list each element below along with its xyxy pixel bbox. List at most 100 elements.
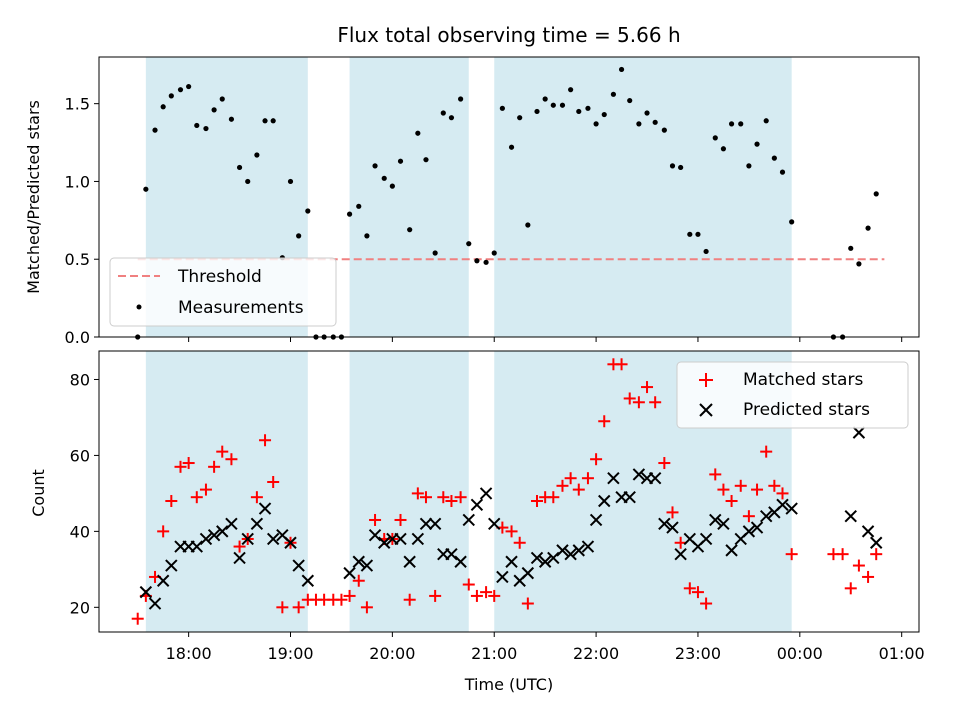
matched-star-point [615,358,628,371]
top-panel: Flux total observing time = 5.66 h Match… [24,23,920,347]
measurement-point [618,66,625,73]
predicted-star-point [403,555,416,568]
matched-star-point [598,415,611,428]
matched-star-point [225,453,238,466]
measurement-point [160,104,166,110]
x-tick-label: 00:00 [777,644,823,663]
matched-star-point [199,483,212,496]
predicted-star-point [241,532,254,546]
measurement-point [262,118,268,124]
measurement-point [186,83,192,90]
matched-star-point [165,494,178,507]
measurement-point [270,118,276,124]
predicted-star-point [156,574,170,587]
measurement-point [771,155,777,161]
predicted-star-point [139,585,153,599]
measurement-point [415,130,421,136]
matched-star-point [691,586,704,599]
measurement-point [593,121,599,127]
predicted-star-point [454,555,467,568]
predicted-star-point [233,551,246,565]
top-y-axis-label: Matched/Predicted stars [24,100,43,294]
legend-measurements-label: Measurements [178,298,304,318]
measurement-point [687,231,693,237]
measurement-point [432,250,438,256]
predicted-star-point [776,498,789,511]
matched-star-point [581,472,594,485]
y-tick-label: 40 [70,522,90,541]
matched-star-point [547,491,560,504]
legend-matched-label: Matched stars [743,370,863,390]
measurement-point [287,178,294,185]
predicted-star-point [709,513,722,527]
matched-star-point [157,525,170,538]
matched-star-point [480,586,493,599]
predicted-star-point [258,502,272,515]
measurement-point [236,164,243,171]
measurement-point [568,87,574,93]
matched-star-point [454,491,467,504]
predicted-star-point [207,528,221,542]
measurement-point [703,248,709,255]
measurement-point [534,108,540,115]
matched-star-point [564,472,577,485]
predicted-star-point [488,517,501,530]
predicted-star-point [199,532,213,546]
matched-star-point [131,612,144,625]
predicted-star-point [852,426,866,439]
measurement-point [499,105,505,111]
measurement-point [720,146,727,152]
measurement-point [789,219,795,225]
matched-star-point [572,483,585,496]
matched-star-point [216,445,229,458]
predicted-star-point [428,517,442,530]
matched-star-point [717,483,730,496]
top-plot-frame [98,56,920,338]
matched-star-point [335,593,348,606]
measurement-point [525,222,531,228]
matched-star-point [343,589,356,602]
measurement-point [695,231,701,237]
measurement-point [466,241,472,247]
predicted-star-point [378,536,391,549]
predicted-star-point [750,521,764,534]
measurement-point [458,96,464,102]
measurement-point [346,211,353,217]
matched-star-point [267,476,280,489]
y-tick-label: 20 [70,598,90,617]
predicted-star-point [505,555,518,568]
measurement-point [652,119,658,125]
matched-star-point [462,578,475,591]
predicted-star-point [759,509,773,523]
measurement-point [228,116,235,122]
matched-star-point [276,601,289,614]
y-tick-label: 1.5 [65,95,90,114]
matched-star-point [768,479,781,492]
predicted-star-point [445,547,458,561]
predicted-star-point [470,498,484,511]
measurement-point [636,121,642,127]
predicted-star-point [648,472,662,485]
matched-star-point [683,582,696,595]
predicted-star-point [190,540,203,553]
predicted-star-point [394,532,407,546]
x-tick-label: 20:00 [369,644,415,663]
measurement-point [364,233,370,239]
y-tick-label: 60 [70,446,90,465]
measurement-point [211,107,217,113]
matched-star-point [419,491,432,504]
x-tick-label: 18:00 [166,644,212,663]
matched-star-point [190,491,203,504]
measurement-point [474,258,480,264]
measurement-point [728,121,735,127]
predicted-star-point [250,517,264,530]
matched-star-point [445,494,458,507]
predicted-star-point [623,490,636,504]
measurement-point [305,208,311,214]
observing-window [494,57,792,337]
predicted-star-point [368,528,382,542]
measurement-point [389,183,395,189]
y-tick-label: 0.5 [65,250,90,269]
predicted-star-point [581,540,595,553]
matched-star-point [411,487,424,500]
